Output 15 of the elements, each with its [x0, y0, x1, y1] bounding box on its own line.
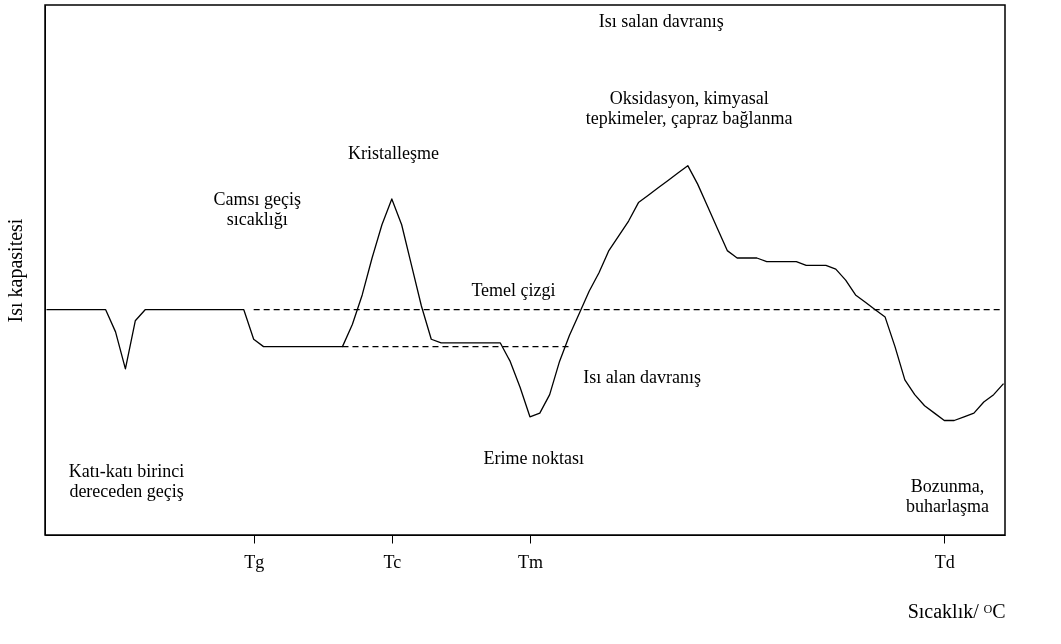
annotation: Isı alan davranış [583, 367, 702, 388]
annotation: Temel çizgi [471, 279, 556, 300]
annotation: Katı-katı birinci dereceden geçiş [68, 461, 185, 502]
x-tick-label: Tm [517, 551, 543, 572]
x-tick-label: Td [934, 551, 955, 572]
x-tick-label: Tc [383, 551, 402, 572]
x-tick-label: Tg [244, 551, 265, 572]
y-axis-title: Isı kapasitesi [3, 218, 27, 323]
annotation: Bozunma, buharlaşma [905, 476, 989, 517]
text: Oksidasyon, kimyasal tepkimeler, çapraz bağlanma [585, 88, 793, 129]
text: Isı salan davranış [598, 11, 724, 32]
annotation: Camsı geçiş sıcaklığı [213, 189, 301, 230]
x-axis-title: Sıcaklık/ ᴼC [907, 599, 1006, 622]
annotation: Erime noktası [483, 448, 584, 469]
text: Kristalleşme [347, 142, 439, 163]
